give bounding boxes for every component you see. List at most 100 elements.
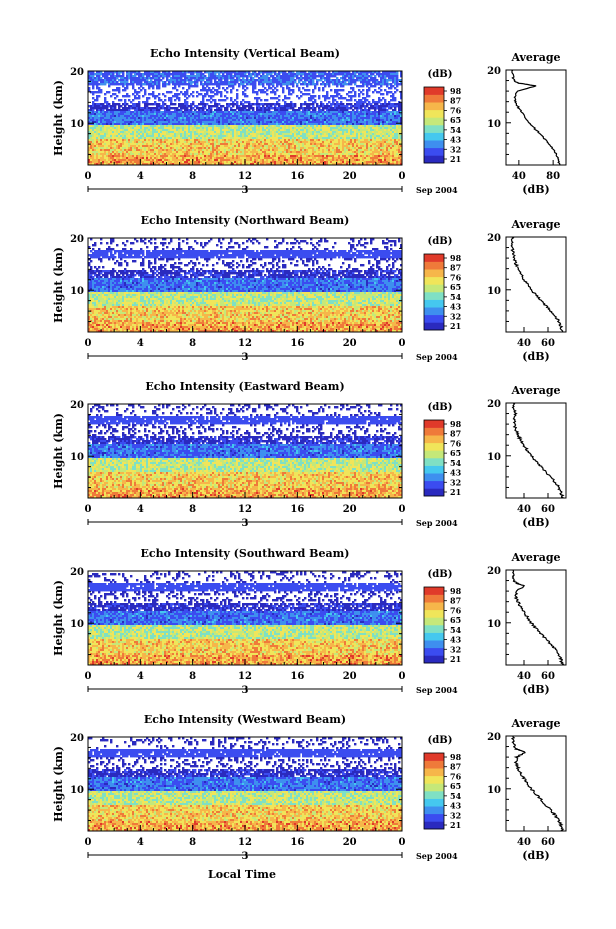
heatmap-cell <box>354 127 357 130</box>
heatmap-cell <box>356 107 359 110</box>
heatmap-cell <box>282 111 285 114</box>
heatmap-cell <box>92 115 95 118</box>
heatmap-cell <box>224 141 227 144</box>
heatmap-cell <box>108 147 111 150</box>
heatmap-cell <box>246 133 249 136</box>
heatmap-cell <box>112 111 115 114</box>
heatmap-cell <box>130 77 133 80</box>
heatmap-cell <box>366 129 369 132</box>
heatmap-cell <box>158 115 161 118</box>
heatmap-cell <box>226 81 229 84</box>
heatmap-cell <box>324 113 327 116</box>
heatmap-cell <box>144 145 147 148</box>
heatmap-cell <box>262 125 265 128</box>
heatmap-cell <box>252 113 255 116</box>
heatmap-cell <box>132 99 135 102</box>
heatmap-cell <box>134 95 137 98</box>
heatmap-cell <box>236 145 239 148</box>
heatmap-cell <box>354 81 357 84</box>
heatmap-cell <box>164 133 167 136</box>
heatmap-cell <box>322 71 325 74</box>
heatmap-cell <box>210 119 213 122</box>
heatmap-cell <box>330 109 333 112</box>
heatmap-cell <box>174 99 177 102</box>
heatmap-cell <box>126 111 129 114</box>
heatmap-cell <box>232 137 235 140</box>
heatmap-cell <box>142 77 145 80</box>
heatmap-cell <box>96 83 99 86</box>
heatmap-cell <box>260 127 263 130</box>
heatmap-cell <box>370 135 373 138</box>
heatmap-cell <box>196 111 199 114</box>
heatmap-cell <box>274 135 277 138</box>
heatmap-cell <box>122 139 125 142</box>
heatmap-cell <box>234 123 237 126</box>
heatmap-cell <box>322 81 325 84</box>
heatmap-cell <box>262 73 265 76</box>
heatmap-cell <box>302 113 305 116</box>
heatmap-cell <box>338 147 341 150</box>
heatmap-cell <box>134 137 137 140</box>
heatmap-cell <box>398 137 401 140</box>
heatmap-cell <box>286 75 289 78</box>
heatmap-cell <box>380 77 383 80</box>
heatmap-cell <box>360 101 363 104</box>
heatmap-cell <box>236 79 239 82</box>
heatmap-cell <box>316 143 319 146</box>
heatmap-cell <box>368 71 371 74</box>
heatmap-cell <box>366 77 369 80</box>
heatmap-cell <box>148 77 151 80</box>
heatmap-cell <box>102 73 105 76</box>
heatmap-cell <box>324 125 327 128</box>
heatmap-cell <box>392 141 395 144</box>
heatmap-cell <box>300 135 303 138</box>
heatmap-cell <box>214 75 217 78</box>
heatmap-cell <box>228 121 231 124</box>
heatmap-cell <box>238 149 241 152</box>
heatmap-cell <box>116 123 119 126</box>
heatmap-cell <box>254 87 257 90</box>
heatmap-cell <box>344 77 347 80</box>
heatmap-cell <box>354 93 357 96</box>
heatmap-cell <box>218 129 221 132</box>
heatmap-cell <box>156 79 159 82</box>
heatmap-cell <box>228 139 231 142</box>
heatmap-cell <box>100 127 103 130</box>
heatmap-cell <box>212 91 215 94</box>
heatmap-cell <box>102 133 105 136</box>
heatmap-cell <box>298 145 301 148</box>
heatmap-cell <box>264 113 267 116</box>
heatmap-cell <box>290 147 293 150</box>
heatmap-cell <box>108 139 111 142</box>
heatmap-cell <box>242 71 245 74</box>
heatmap-cell <box>200 107 203 110</box>
heatmap-cell <box>338 73 341 76</box>
heatmap-cell <box>202 133 205 136</box>
heatmap-cell <box>106 147 109 150</box>
heatmap-cell <box>276 109 279 112</box>
heatmap-cell <box>166 133 169 136</box>
heatmap-cell <box>102 131 105 134</box>
heatmap-cell <box>146 105 149 108</box>
heatmap-cell <box>346 123 349 126</box>
heatmap-cell <box>200 129 203 132</box>
heatmap-cell <box>382 129 385 132</box>
heatmap-cell <box>184 139 187 142</box>
heatmap-cell <box>390 127 393 130</box>
heatmap-cell <box>168 105 171 108</box>
heatmap-cell <box>306 113 309 116</box>
heatmap-cell <box>320 115 323 118</box>
heatmap-cell <box>150 111 153 114</box>
heatmap-cell <box>230 107 233 110</box>
heatmap-cell <box>110 111 113 114</box>
heatmap-cell <box>124 139 127 142</box>
heatmap-cell <box>220 131 223 134</box>
heatmap-cell <box>230 109 233 112</box>
heatmap-cell <box>250 139 253 142</box>
heatmap-cell <box>134 131 137 134</box>
heatmap-cell <box>240 137 243 140</box>
heatmap-cell <box>126 131 129 134</box>
heatmap-cell <box>280 75 283 78</box>
heatmap-cell <box>348 145 351 148</box>
heatmap-cell <box>294 141 297 144</box>
